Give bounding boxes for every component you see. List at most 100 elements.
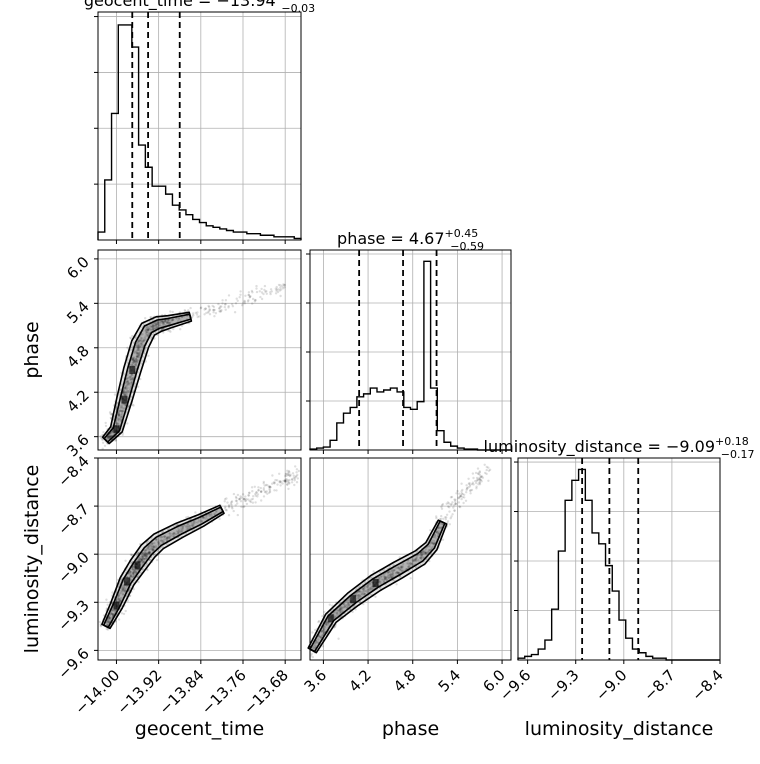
scatter-panel-geocent_time-vs-phase <box>94 249 302 454</box>
scatter-panel-geocent_time-vs-phase-point <box>137 353 140 356</box>
scatter-panel-geocent_time-vs-phase-point <box>260 297 264 301</box>
scatter-panel-geocent_time-vs-luminosity_distance-point <box>292 476 295 480</box>
scatter-panel-geocent_time-vs-phase-point <box>155 323 158 326</box>
scatter-panel-geocent_time-vs-phase-point <box>106 436 110 440</box>
scatter-panel-geocent_time-vs-luminosity_distance-point <box>115 599 119 602</box>
scatter-panel-phase-vs-luminosity_distance-point <box>478 473 481 477</box>
scatter-panel-geocent_time-vs-luminosity_distance-point <box>256 493 260 496</box>
scatter-panel-geocent_time-vs-luminosity_distance-point <box>284 480 287 484</box>
scatter-panel-geocent_time-vs-luminosity_distance-point <box>251 497 254 501</box>
scatter-panel-phase-vs-luminosity_distance-point <box>476 478 479 481</box>
scatter-panel-geocent_time-vs-luminosity_distance-point <box>131 575 134 579</box>
scatter-panel-phase-vs-luminosity_distance-point <box>391 573 395 576</box>
scatter-panel-geocent_time-vs-phase-point <box>220 305 223 308</box>
scatter-panel-geocent_time-vs-luminosity_distance-point <box>255 491 258 494</box>
scatter-panel-geocent_time-vs-luminosity_distance-point <box>109 612 113 615</box>
scatter-panel-phase-vs-luminosity_distance-point <box>457 497 460 500</box>
scatter-panel-geocent_time-vs-phase-point <box>159 321 162 325</box>
scatter-panel-geocent_time-vs-phase-point <box>247 293 250 297</box>
scatter-panel-geocent_time-vs-luminosity_distance-point <box>185 525 189 528</box>
scatter-panel-geocent_time-vs-phase-point <box>126 377 129 380</box>
scatter-panel-geocent_time-vs-luminosity_distance-point <box>224 505 227 508</box>
scatter-panel-geocent_time-vs-phase-point <box>127 377 130 380</box>
scatter-panel-phase-vs-luminosity_distance-point <box>316 640 319 644</box>
scatter-panel-geocent_time-vs-luminosity_distance-point <box>254 494 257 497</box>
scatter-panel-phase-vs-luminosity_distance-point <box>365 596 368 600</box>
scatter-panel-geocent_time-vs-luminosity_distance-point <box>286 473 290 477</box>
scatter-panel-geocent_time-vs-luminosity_distance-point <box>197 519 201 523</box>
scatter-panel-phase-vs-luminosity_distance-point <box>361 590 364 594</box>
scatter-panel-geocent_time-vs-phase-point <box>196 311 199 314</box>
scatter-panel-geocent_time-vs-phase-point <box>175 317 178 320</box>
scatter-panel-phase-vs-luminosity_distance-point <box>364 589 368 593</box>
scatter-panel-geocent_time-vs-luminosity_distance-point <box>152 545 155 548</box>
scatter-panel-geocent_time-vs-luminosity_distance-point <box>288 482 291 485</box>
scatter-panel-phase-vs-luminosity_distance-point <box>401 565 404 568</box>
scatter-panel-geocent_time-vs-phase-point <box>124 381 128 384</box>
scatter-panel-geocent_time-vs-phase-point <box>152 332 155 335</box>
scatter-panel-phase-vs-luminosity_distance-point <box>356 595 360 598</box>
scatter-panel-geocent_time-vs-luminosity_distance-point <box>122 588 125 591</box>
scatter-panel-geocent_time-vs-phase-point <box>171 318 174 322</box>
scatter-panel-phase-vs-luminosity_distance-point <box>479 479 482 482</box>
scatter-panel-geocent_time-vs-luminosity_distance-point <box>218 517 221 521</box>
scatter-panel-phase-vs-luminosity_distance-point <box>347 599 350 602</box>
scatter-panel-geocent_time-vs-phase-point <box>125 389 129 392</box>
scatter-panel-geocent_time-vs-phase-point <box>255 284 258 288</box>
scatter-panel-geocent_time-vs-phase-point <box>166 321 169 325</box>
scatter-panel-phase-vs-luminosity_distance-point <box>450 495 454 499</box>
scatter-panel-geocent_time-vs-luminosity_distance-point <box>125 585 129 588</box>
scatter-panel-geocent_time-vs-phase-point <box>248 295 252 298</box>
scatter-panel-geocent_time-vs-phase-point <box>147 329 150 332</box>
scatter-panel-geocent_time-vs-luminosity_distance-point <box>137 580 140 584</box>
scatter-panel-geocent_time-vs-luminosity_distance-point <box>287 481 291 484</box>
scatter-panel-phase-vs-luminosity_distance-point <box>456 489 459 493</box>
scatter-panel-phase-vs-luminosity_distance-point <box>397 572 400 575</box>
scatter-panel-phase-vs-luminosity_distance-point <box>421 551 425 555</box>
scatter-panel-phase-vs-luminosity_distance-point <box>468 481 471 485</box>
scatter-panel-phase-vs-luminosity_distance-point <box>440 507 444 510</box>
scatter-panel-geocent_time-vs-luminosity_distance-point <box>273 489 276 492</box>
scatter-panel-phase-vs-luminosity_distance-point <box>384 575 388 579</box>
scatter-panel-phase-vs-luminosity_distance-point <box>461 488 464 492</box>
scatter-panel-phase-vs-luminosity_distance-point <box>398 567 402 570</box>
scatter-panel-geocent_time-vs-phase-point <box>161 320 165 324</box>
scatter-panel-geocent_time-vs-luminosity_distance-point <box>268 485 271 488</box>
scatter-panel-geocent_time-vs-luminosity_distance-point <box>107 620 110 623</box>
scatter-panel-geocent_time-vs-luminosity_distance-point <box>260 490 263 493</box>
scatter-panel-geocent_time-vs-phase-point <box>144 332 148 335</box>
scatter-panel-phase-vs-luminosity_distance-point <box>358 593 361 597</box>
scatter-panel-geocent_time-vs-luminosity_distance-point <box>285 474 288 477</box>
scatter-panel-geocent_time-vs-luminosity_distance-point <box>105 621 109 624</box>
scatter-panel-phase-vs-luminosity_distance-point <box>369 586 373 589</box>
scatter-panel-geocent_time-vs-phase-point <box>164 320 167 323</box>
scatter-panel-phase-vs-luminosity_distance-point <box>365 585 369 588</box>
scatter-panel-phase-vs-luminosity_distance-point <box>459 494 463 497</box>
scatter-panel-geocent_time-vs-phase-point <box>117 418 120 421</box>
scatter-panel-geocent_time-vs-luminosity_distance-point <box>148 551 151 555</box>
scatter-panel-phase-vs-luminosity_distance-point <box>362 592 365 595</box>
scatter-panel-phase-vs-luminosity_distance-point <box>451 513 454 516</box>
scatter-panel-phase-vs-luminosity_distance-point <box>324 622 328 626</box>
scatter-panel-geocent_time-vs-phase-point <box>127 382 131 385</box>
scatter-panel-phase-vs-luminosity_distance-point <box>462 501 465 505</box>
scatter-panel-phase-vs-luminosity_distance-point <box>358 600 362 604</box>
title-label-geocent_time: geocent_time = −13.94 <box>84 0 276 11</box>
scatter-panel-geocent_time-vs-phase-point <box>141 333 144 336</box>
scatter-panel-geocent_time-vs-phase-point <box>140 342 143 346</box>
scatter-panel-geocent_time-vs-luminosity_distance-point <box>145 549 148 552</box>
scatter-panel-phase-vs-luminosity_distance-point <box>469 489 472 493</box>
scatter-panel-geocent_time-vs-phase-point <box>156 320 160 324</box>
scatter-panel-phase-vs-luminosity_distance-point <box>397 566 400 570</box>
scatter-panel-geocent_time-vs-luminosity_distance-point <box>130 553 133 556</box>
scatter-panel-phase-vs-luminosity_distance-point <box>385 576 389 579</box>
scatter-panel-geocent_time-vs-phase-point <box>251 302 254 305</box>
scatter-panel-phase-vs-luminosity_distance-point <box>429 529 432 532</box>
scatter-panel-geocent_time-vs-luminosity_distance-point <box>184 532 187 535</box>
scatter-panel-phase-vs-luminosity_distance-point <box>487 479 490 482</box>
scatter-panel-geocent_time-vs-luminosity_distance-point <box>154 544 157 547</box>
scatter-panel-phase-vs-luminosity_distance-point <box>389 573 392 576</box>
scatter-panel-geocent_time-vs-phase-point <box>126 422 129 425</box>
scatter-panel-geocent_time-vs-luminosity_distance-point <box>289 473 292 476</box>
scatter-panel-geocent_time-vs-luminosity_distance-point <box>153 541 156 545</box>
